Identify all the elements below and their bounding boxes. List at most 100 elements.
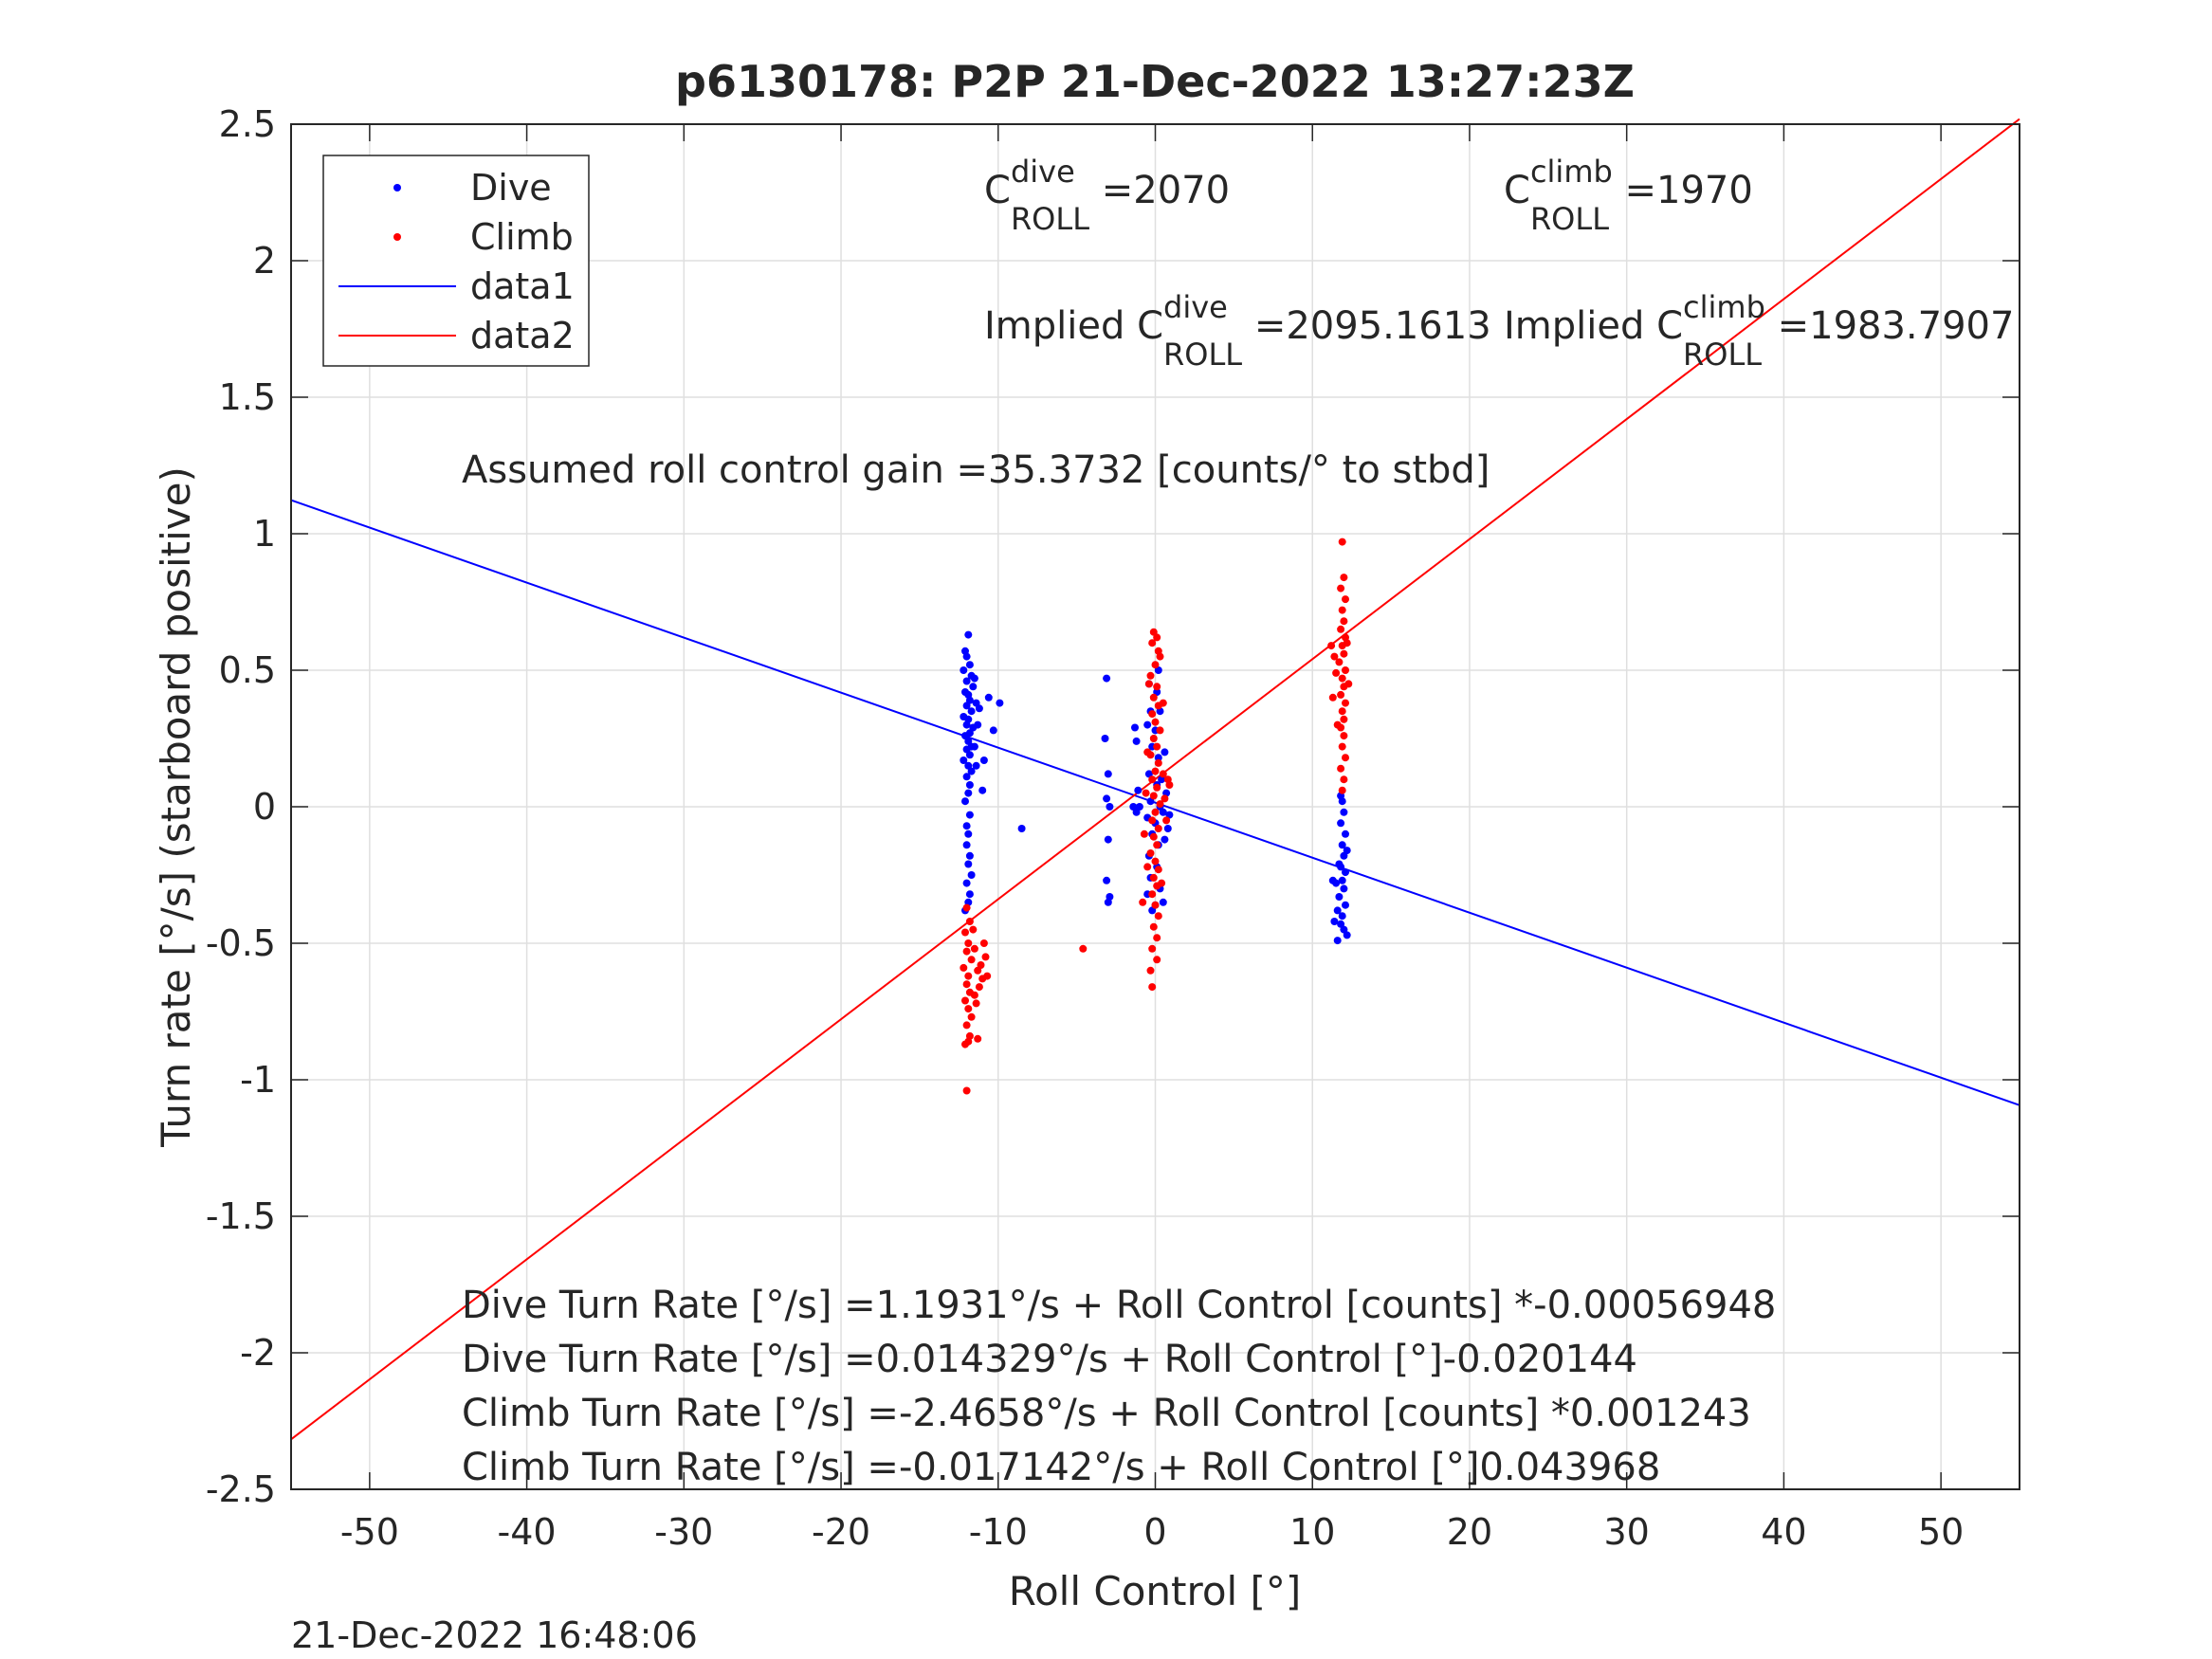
point-dive	[1338, 912, 1346, 921]
annotation-implied_dive: Implied Cdive ROLL =2095.1613	[984, 289, 1491, 373]
point-dive	[1106, 803, 1114, 811]
chart-title: p6130178: P2P 21-Dec-2022 13:27:23Z	[675, 56, 1635, 107]
point-dive	[1330, 918, 1339, 925]
point-climb	[1151, 661, 1160, 669]
point-dive	[996, 699, 1004, 707]
point-dive	[1338, 876, 1346, 884]
legend-box	[322, 155, 590, 367]
point-climb	[1151, 808, 1160, 816]
point-dive	[970, 674, 978, 683]
legend: Dive Climb data1 data2	[322, 155, 590, 367]
point-climb	[1148, 944, 1157, 953]
point-climb	[972, 999, 980, 1008]
point-dive	[962, 677, 971, 685]
point-dive	[964, 761, 973, 770]
point-dive	[1103, 674, 1111, 683]
point-climb	[1151, 901, 1160, 909]
point-climb	[1342, 666, 1349, 674]
point-climb	[961, 996, 969, 1005]
point-dive	[1342, 901, 1349, 909]
point-climb	[1342, 699, 1349, 707]
point-climb	[1338, 786, 1346, 794]
x-tick-label: 20	[1447, 1511, 1492, 1553]
y-tick-label: 1.5	[219, 376, 276, 418]
point-dive	[967, 767, 976, 775]
point-climb	[1156, 652, 1164, 661]
y-tick-label: -2.5	[206, 1468, 276, 1510]
point-climb	[1148, 710, 1157, 719]
point-dive	[1144, 770, 1153, 778]
point-climb	[1338, 538, 1346, 546]
point-climb	[1338, 606, 1346, 614]
point-climb	[1343, 639, 1351, 647]
point-climb	[1159, 699, 1167, 707]
point-dive	[1132, 808, 1141, 816]
point-dive	[961, 797, 969, 806]
point-climb	[1158, 879, 1166, 887]
point-climb	[1163, 775, 1172, 784]
point-climb	[1161, 794, 1169, 803]
point-climb	[1333, 720, 1342, 729]
point-dive	[965, 890, 974, 899]
point-climb	[1154, 912, 1162, 921]
y-tick-label: 1	[253, 513, 276, 555]
x-tick-label: 40	[1761, 1511, 1806, 1553]
point-climb	[967, 956, 976, 964]
legend-marker-climb	[393, 233, 401, 241]
point-climb	[1340, 775, 1348, 784]
point-dive	[1154, 666, 1162, 674]
point-climb	[1146, 966, 1155, 975]
point-dive	[1131, 723, 1139, 732]
annotation-gain: Assumed roll control gain =35.3732 [coun…	[462, 448, 1490, 492]
point-climb	[962, 1086, 971, 1095]
point-dive	[961, 732, 969, 740]
point-dive	[964, 830, 973, 838]
point-dive	[1340, 925, 1348, 934]
point-climb	[1159, 770, 1167, 778]
point-dive	[1343, 931, 1351, 939]
point-climb	[1143, 748, 1152, 757]
point-climb	[1139, 898, 1147, 906]
point-climb	[1332, 668, 1341, 677]
point-climb	[1338, 742, 1346, 751]
point-climb	[1148, 775, 1157, 784]
point-dive	[1134, 786, 1143, 794]
point-dive	[989, 726, 997, 735]
point-dive	[1165, 811, 1174, 819]
point-climb	[974, 966, 982, 975]
point-climb	[1156, 726, 1164, 735]
point-climb	[964, 972, 973, 980]
point-climb	[1327, 642, 1336, 650]
point-climb	[1144, 680, 1153, 688]
point-climb	[1149, 735, 1158, 742]
point-climb	[1148, 890, 1157, 899]
y-tick-label: -0.5	[206, 922, 276, 964]
point-dive	[1342, 830, 1349, 838]
point-climb	[1162, 816, 1171, 825]
point-dive	[1337, 819, 1345, 828]
point-climb	[1146, 849, 1155, 857]
y-axis-label: Turn rate [°/s] (starboard positive)	[153, 466, 199, 1148]
point-dive	[1337, 920, 1345, 928]
point-climb	[1153, 742, 1161, 751]
point-climb	[1146, 671, 1155, 680]
point-climb	[1337, 584, 1345, 592]
legend-label-data2: data2	[470, 315, 575, 356]
timestamp: 21-Dec-2022 16:48:06	[291, 1614, 698, 1656]
point-climb	[1151, 857, 1160, 866]
x-tick-label: 0	[1143, 1511, 1166, 1553]
point-climb	[969, 925, 978, 934]
point-climb	[964, 939, 973, 947]
point-climb	[1153, 683, 1161, 691]
point-dive	[1340, 884, 1348, 893]
y-tick-label: 0	[253, 786, 276, 828]
y-tick-label: -2	[240, 1332, 276, 1374]
point-dive	[1101, 735, 1109, 742]
point-climb	[1142, 789, 1150, 797]
point-climb	[962, 903, 971, 912]
point-dive	[964, 860, 973, 868]
legend-label-dive: Dive	[470, 167, 552, 209]
y-tick-label: -1.5	[206, 1195, 276, 1237]
point-dive	[962, 702, 971, 710]
